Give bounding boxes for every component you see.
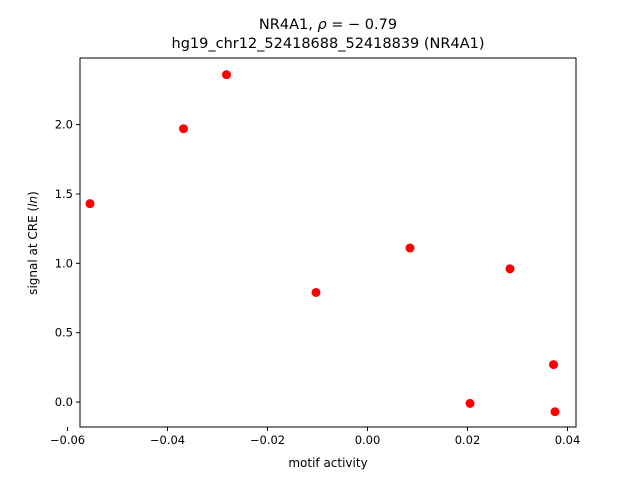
data-point [549,360,558,370]
x-axis: −0.06 −0.04 −0.02 0.00 0.02 0.04 [50,427,580,447]
x-axis-label: motif activity [288,456,367,470]
data-point [222,70,231,80]
data-point [550,407,560,417]
x-tick-label: 0.02 [455,433,481,447]
data-point [405,243,415,253]
y-tick-label: 0.0 [55,395,73,409]
y-axis: 0.0 0.5 1.0 1.5 2.0 [55,118,80,409]
data-point [85,199,95,209]
data-points [85,70,560,417]
data-point [311,287,321,297]
y-tick-label: 1.0 [55,256,73,270]
plot-frame [79,57,577,428]
y-axis-label: signal at CRE (ln) [26,191,40,295]
y-tick-label: 0.5 [55,326,73,340]
chart-subtitle: hg19_chr12_52418688_52418839 (NR4A1) [172,36,485,52]
data-point [179,124,188,134]
x-tick-label: 0.00 [355,433,381,447]
x-tick-label: −0.02 [250,433,285,447]
x-tick-label: −0.04 [150,433,185,447]
chart-title: NR4A1, ρ = − 0.79 [259,17,397,33]
x-tick-label: 0.04 [555,433,581,447]
y-tick-label: 1.5 [55,187,73,201]
data-point [505,264,515,274]
data-point [465,398,475,408]
x-tick-label: −0.06 [50,433,85,447]
y-tick-label: 2.0 [55,118,73,132]
